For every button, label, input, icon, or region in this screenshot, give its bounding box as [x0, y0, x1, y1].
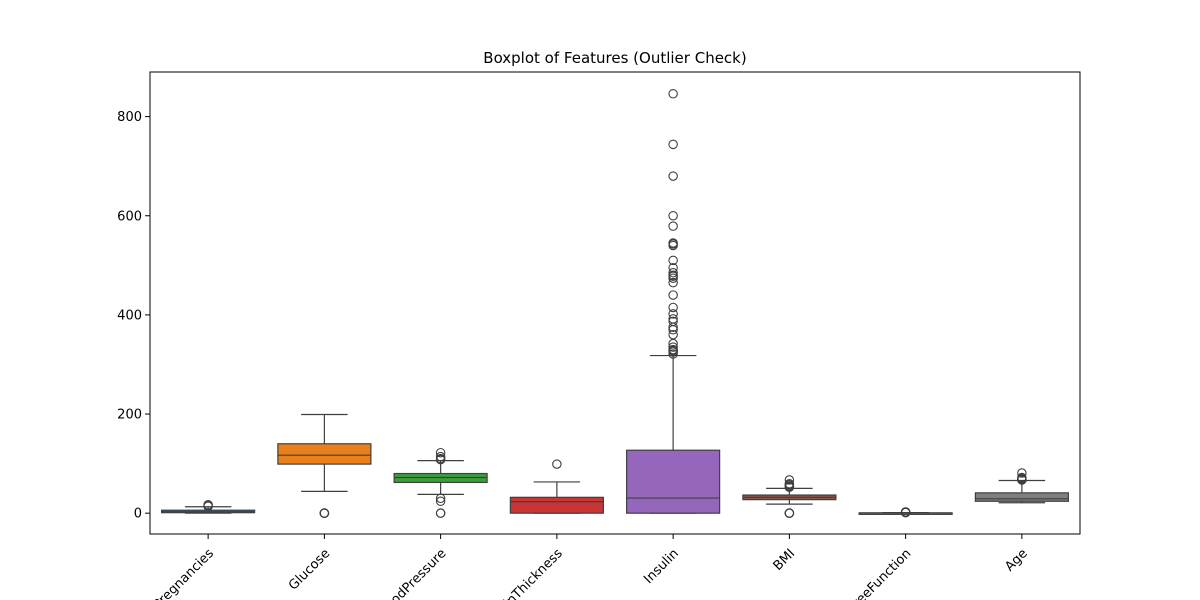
box-skinthickness [510, 497, 603, 513]
outlier-point [669, 303, 677, 311]
x-tick-label: BMI [771, 546, 799, 574]
box-age [975, 493, 1068, 501]
outlier-point [669, 140, 677, 148]
outlier-point [436, 509, 444, 517]
y-tick-label: 200 [117, 408, 142, 423]
outlier-point [320, 509, 328, 517]
x-tick-label: Glucose [286, 546, 333, 593]
y-tick-label: 800 [117, 110, 142, 125]
x-tick-label: DiabetesPedigreeFunction [784, 546, 914, 600]
y-tick-label: 0 [134, 507, 142, 522]
outlier-point [669, 222, 677, 230]
x-tick-label: Age [1002, 546, 1030, 574]
box-glucose [278, 444, 371, 464]
outlier-point [785, 509, 793, 517]
outlier-point [669, 172, 677, 180]
box-insulin [627, 450, 720, 513]
x-tick-label: SkinThickness [490, 546, 566, 600]
outlier-point [669, 90, 677, 98]
outlier-point [669, 212, 677, 220]
x-tick-label: BloodPressure [374, 546, 450, 600]
outlier-point [669, 291, 677, 299]
outlier-point [553, 460, 561, 468]
y-tick-label: 400 [117, 308, 142, 323]
x-tick-label: Insulin [641, 546, 682, 587]
chart-title: Boxplot of Features (Outlier Check) [483, 49, 746, 67]
x-tick-label: Pregnancies [151, 546, 218, 600]
y-tick-label: 600 [117, 209, 142, 224]
